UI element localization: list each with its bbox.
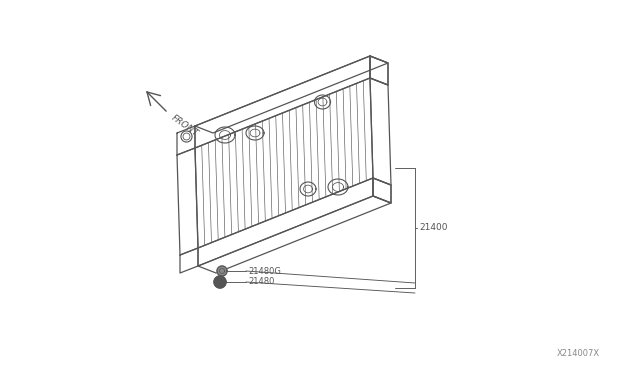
Polygon shape: [214, 276, 226, 288]
Text: 21480G: 21480G: [248, 266, 281, 276]
Text: X214007X: X214007X: [557, 349, 600, 358]
Text: 21480: 21480: [248, 278, 275, 286]
Text: FRONT: FRONT: [170, 113, 200, 138]
Polygon shape: [217, 266, 227, 276]
Text: 21400: 21400: [419, 224, 447, 232]
